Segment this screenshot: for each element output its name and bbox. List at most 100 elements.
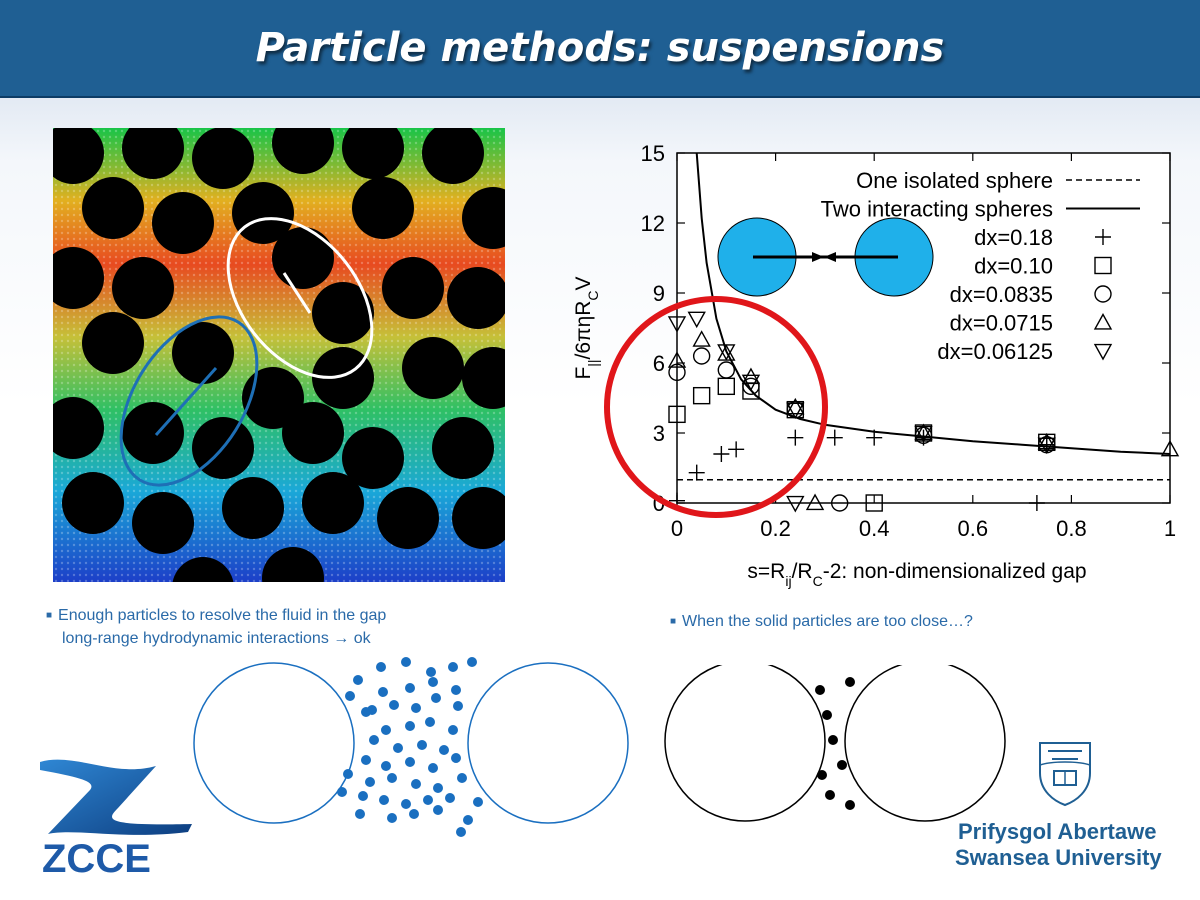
solid-particle [122,128,184,179]
fluid-particle [411,703,421,713]
simulation-snapshot [53,128,505,582]
x-tick-label: 0.4 [859,516,890,541]
solid-particle [402,337,464,399]
solid-particle [82,312,144,374]
fluid-particle [405,721,415,731]
bullet-enough-particles: ■ Enough particles to resolve the fluid i… [46,607,387,624]
fluid-particle [431,693,441,703]
fluid-particle [378,687,388,697]
data-point-triangle-down [914,425,933,443]
fluid-particle [393,743,403,753]
fluid-particle [467,657,477,667]
solid-particle [382,257,444,319]
solid-particle [192,128,254,189]
fluid-particle [405,757,415,767]
highlight-circle [604,296,828,518]
bullet-too-close: ■ When the solid particles are too close…… [670,613,973,630]
fluid-particle [463,815,473,825]
fluid-particle [451,685,461,695]
swansea-english-name: Swansea University [955,845,1162,870]
two-spheres-inset [717,217,934,297]
data-point-triangle-down [717,344,736,361]
y-tick-label: 6 [653,351,665,376]
data-point-triangle-up [914,423,933,441]
legend-marker [1093,313,1113,330]
fluid-particle [457,773,467,783]
data-point-triangle-up [1037,432,1056,450]
bullet-text: When the solid particles are too close…? [682,613,973,630]
fluid-particle [428,763,438,773]
fluid-particle [428,677,438,687]
fluid-particle [439,745,449,755]
fluid-particle [433,783,443,793]
solid-particle [432,417,494,479]
solid-particle [312,347,374,409]
solid-particle [152,192,214,254]
solid-particle [53,128,104,184]
fluid-particle [381,725,391,735]
fluid-particle [387,813,397,823]
fluid-particle [387,773,397,783]
fluid-particle [379,795,389,805]
data-point-circle [830,494,849,512]
data-point-square [692,386,711,405]
solid-particle [242,367,304,429]
solid-particle [342,427,404,489]
solid-particle [222,477,284,539]
solid-particle [62,472,124,534]
fluid-particle [401,799,411,809]
solid-particle-right [844,665,1006,822]
x-tick-label: 0.2 [760,516,791,541]
fluid-particle [448,662,458,672]
x-tick-label: 1 [1164,516,1176,541]
legend-label: dx=0.10 [974,254,1053,279]
fluid-particle [405,683,415,693]
solid-particle [272,227,334,289]
header-bar [0,0,1200,98]
fluid-particle [401,657,411,667]
x-tick-label: 0.6 [958,516,989,541]
data-point-triangle-up [692,330,711,347]
data-point-plus [787,429,804,446]
data-point-plus [826,429,843,446]
data-point-plus [728,441,745,458]
fluid-particle [381,761,391,771]
data-point-circle [914,426,933,445]
fluid-particle [355,809,365,819]
fluid-particle [411,779,421,789]
solid-particle [172,557,234,582]
legend-marker [1094,256,1112,275]
data-point-square [668,405,686,424]
data-point-triangle-down [687,311,706,329]
slide-title: Particle methods: suspensions [255,25,945,71]
y-tick-label: 15 [641,141,665,166]
legend-label: One isolated sphere [856,168,1053,193]
fluid-particle [369,735,379,745]
data-point-triangle-down [786,495,805,513]
data-point-triangle-down [667,316,687,333]
zcce-wordmark: ZCCE [42,837,151,878]
legend-marker [1095,229,1111,245]
fluid-particle [453,701,463,711]
x-tick-label: 0 [671,516,683,541]
solid-particle-left [664,665,826,822]
solid-particle [377,487,439,549]
data-point-circle [717,361,736,379]
swansea-university-logo: Prifysgol Abertawe Swansea University [955,742,1162,870]
data-point-triangle-up [741,367,761,385]
zcce-logo: ZCCE [40,759,192,878]
bullet-long-range: long-range hydrodynamic interactions → o… [62,630,371,647]
y-tick-label: 3 [653,421,665,446]
unresolved-gap-diagram [664,665,1006,822]
fluid-particle [345,691,355,701]
solid-particle [312,282,374,344]
legend-label: dx=0.0715 [950,311,1053,336]
solid-particle [282,402,344,464]
solid-particle [462,347,505,409]
fluid-particle [409,809,419,819]
solid-particle [82,177,144,239]
data-point-circle [742,377,760,396]
fluid-particle [456,827,466,837]
data-point-plus [688,464,705,481]
bullet-text: Enough particles to resolve the fluid in… [58,607,387,624]
